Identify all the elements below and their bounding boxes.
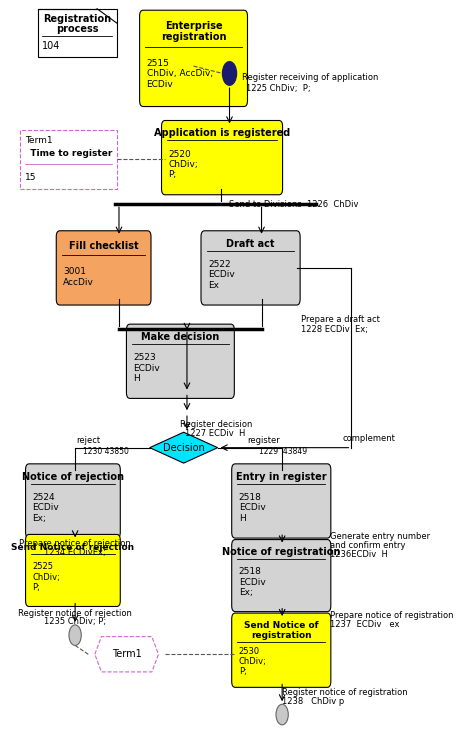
Text: Prepare a draft act: Prepare a draft act <box>301 314 380 323</box>
Text: 1229  43849: 1229 43849 <box>259 446 308 456</box>
Circle shape <box>276 704 288 725</box>
Text: 1228 ECDiv  Ex;: 1228 ECDiv Ex; <box>301 325 368 334</box>
Text: 1237  ECDiv   ex: 1237 ECDiv ex <box>329 620 399 629</box>
Text: Term1: Term1 <box>112 649 142 659</box>
Text: 1234 ECDivEx;: 1234 ECDivEx; <box>44 548 106 557</box>
Text: 2524
ECDiv
Ex;: 2524 ECDiv Ex; <box>33 493 59 523</box>
Text: 2515
ChDiv, AccDiv,
ECDiv: 2515 ChDiv, AccDiv, ECDiv <box>146 59 213 89</box>
Text: Register notice of registration: Register notice of registration <box>282 688 408 697</box>
Text: 2525
ChDiv;
P;: 2525 ChDiv; P; <box>33 562 61 592</box>
Text: Draft act: Draft act <box>226 238 275 249</box>
Text: complement: complement <box>343 435 395 444</box>
Text: Register decision: Register decision <box>181 420 253 429</box>
Polygon shape <box>95 637 158 672</box>
FancyBboxPatch shape <box>140 10 247 106</box>
Text: Entry in register: Entry in register <box>236 472 327 482</box>
Text: Prepare notice of registration: Prepare notice of registration <box>329 611 453 620</box>
Polygon shape <box>150 432 218 463</box>
Text: Send Notice of rejection: Send Notice of rejection <box>11 542 135 551</box>
Text: register: register <box>247 436 280 445</box>
Text: process: process <box>56 24 99 34</box>
Text: 2518
ECDiv
Ex;: 2518 ECDiv Ex; <box>239 568 265 597</box>
Text: 2523
ECDiv
H: 2523 ECDiv H <box>134 354 160 383</box>
Text: 1227 ECDiv  H: 1227 ECDiv H <box>185 430 245 438</box>
FancyBboxPatch shape <box>26 464 120 538</box>
Circle shape <box>69 625 81 646</box>
Text: 2520
ChDiv;
P;: 2520 ChDiv; P; <box>169 150 198 179</box>
Text: Enterprise
registration: Enterprise registration <box>161 21 226 42</box>
Text: Generate entry number: Generate entry number <box>329 532 429 541</box>
Text: Fill checklist: Fill checklist <box>69 241 138 251</box>
FancyBboxPatch shape <box>56 231 151 305</box>
Text: 1236ECDiv  H: 1236ECDiv H <box>329 550 387 559</box>
Text: 2522
ECDiv
Ex: 2522 ECDiv Ex <box>208 260 235 290</box>
Text: Send Notice of
registration: Send Notice of registration <box>244 621 319 640</box>
Text: Term1: Term1 <box>25 136 52 145</box>
Text: Notice of rejection: Notice of rejection <box>22 472 124 482</box>
FancyBboxPatch shape <box>232 613 331 687</box>
Text: Decision: Decision <box>163 443 205 452</box>
Text: and confirm entry: and confirm entry <box>329 541 405 550</box>
Text: Send to Divisions  1226  ChDiv: Send to Divisions 1226 ChDiv <box>228 200 358 209</box>
Text: Register notice of rejection: Register notice of rejection <box>18 609 132 618</box>
Text: reject: reject <box>76 436 100 445</box>
Text: 2530
ChDiv;
P;: 2530 ChDiv; P; <box>239 646 266 677</box>
Text: Register receiving of application: Register receiving of application <box>242 72 378 82</box>
Text: Application is registered: Application is registered <box>154 128 290 138</box>
Text: Prepare notice of rejection: Prepare notice of rejection <box>19 539 131 548</box>
FancyBboxPatch shape <box>162 120 283 195</box>
Text: 15: 15 <box>25 173 36 182</box>
Text: 104: 104 <box>42 41 61 51</box>
FancyBboxPatch shape <box>127 324 234 399</box>
Circle shape <box>222 62 237 85</box>
Text: Make decision: Make decision <box>141 332 219 342</box>
Text: 1230 43850: 1230 43850 <box>83 446 129 456</box>
Bar <box>38 9 117 57</box>
Text: 1225 ChDiv;  P;: 1225 ChDiv; P; <box>246 83 311 93</box>
FancyBboxPatch shape <box>232 539 331 612</box>
Text: 1235 ChDiv; P;: 1235 ChDiv; P; <box>44 618 106 627</box>
FancyBboxPatch shape <box>26 534 120 607</box>
Text: Notice of registration: Notice of registration <box>222 547 340 557</box>
Text: 2518
ECDiv
H: 2518 ECDiv H <box>239 493 265 523</box>
FancyBboxPatch shape <box>232 464 331 538</box>
Text: 1238   ChDiv p: 1238 ChDiv p <box>282 697 345 706</box>
FancyBboxPatch shape <box>201 231 300 305</box>
Text: Time to register: Time to register <box>24 149 113 158</box>
Text: Registration: Registration <box>43 14 111 24</box>
Text: 3001
AccDiv: 3001 AccDiv <box>63 267 94 286</box>
Bar <box>20 130 117 189</box>
